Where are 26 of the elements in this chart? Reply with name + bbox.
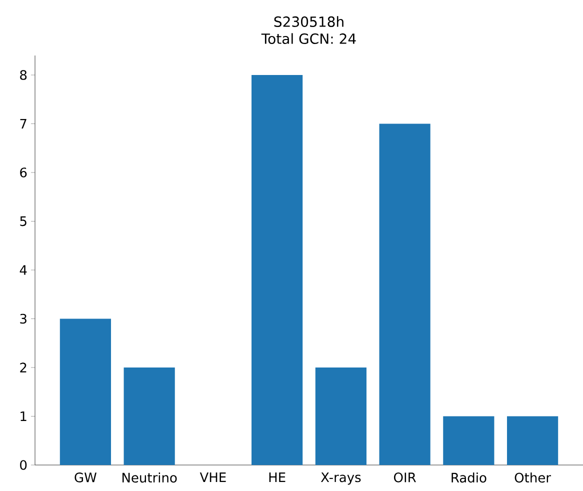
x-tick-label: VHE (200, 472, 226, 482)
y-tick-label: 5 (20, 216, 26, 226)
x-tick-label: Radio (452, 472, 486, 483)
y-tick-label: 4 (20, 265, 27, 275)
chart-subtitle: Total GCN: 24 (261, 33, 356, 44)
chart-title: S230518h (274, 16, 344, 28)
x-tick-label: GW (74, 472, 96, 482)
x-tick-label: Neutrino (122, 472, 177, 483)
y-tick-label: 3 (20, 314, 26, 324)
bar (252, 75, 303, 465)
bar (315, 368, 366, 465)
bar (379, 124, 430, 465)
bar (60, 318, 112, 465)
bar (443, 416, 494, 465)
bar (124, 368, 175, 465)
x-tick-label: OIR (394, 472, 416, 482)
y-tick-label: 6 (20, 168, 27, 178)
x-tick-label: X-rays (320, 472, 361, 485)
bar (506, 416, 558, 465)
y-tick-label: 2 (20, 362, 26, 372)
y-tick-label: 7 (20, 119, 26, 128)
y-tick-label: 8 (20, 70, 27, 80)
y-tick-label: 1 (20, 412, 26, 421)
y-tick-label: 0 (20, 460, 27, 470)
x-tick-label: Other (514, 472, 551, 483)
x-tick-label: HE (269, 472, 286, 482)
